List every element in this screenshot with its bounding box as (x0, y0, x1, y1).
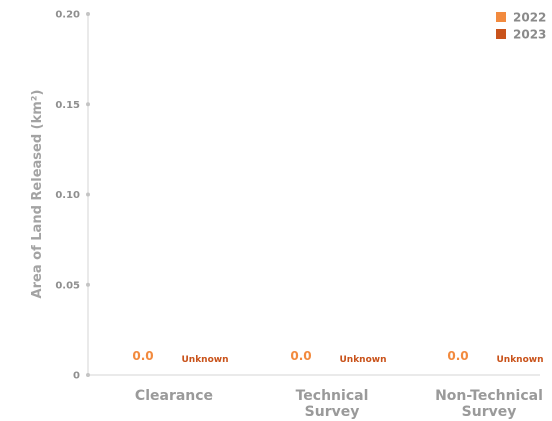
y-tick-mark (86, 192, 90, 197)
legend-label-2023: 2023 (513, 28, 546, 42)
x-category-label: Survey (462, 404, 517, 420)
y-tick-label: 0.15 (55, 100, 80, 111)
legend-swatch-2022 (496, 12, 506, 22)
y-tick-label: 0 (73, 371, 80, 382)
y-tick-label: 0.05 (55, 280, 80, 291)
x-category-label: Non-Technical (435, 388, 543, 404)
y-axis-title: Area of Land Released (km²) (30, 90, 45, 299)
x-category-label: Technical (296, 388, 369, 404)
data-label-2023: Unknown (339, 355, 386, 365)
data-label-2022: 0.0 (447, 349, 468, 363)
legend: 2022 2023 (496, 11, 546, 42)
x-category-label: Clearance (135, 388, 213, 404)
x-axis-categories: Clearance TechnicalSurveyNon-TechnicalSur… (135, 388, 543, 420)
data-label-2023: Unknown (496, 355, 543, 365)
legend-label-2022: 2022 (513, 11, 546, 25)
y-tick-label: 0.10 (55, 190, 80, 201)
y-tick-mark (86, 282, 90, 287)
data-labels: 0.0 Unknown 0.0 Unknown 0.0 Unknown (132, 349, 543, 365)
data-label-2023: Unknown (181, 355, 228, 365)
y-tick-mark (86, 373, 90, 377)
y-tick-label: 0.20 (55, 10, 80, 21)
y-axis: 0 0.05 0.10 0.15 0.20 (55, 10, 540, 382)
data-label-2022: 0.0 (290, 349, 311, 363)
x-category-label: Survey (305, 404, 360, 420)
y-tick-mark (86, 102, 90, 107)
y-tick-mark (86, 12, 90, 16)
y-axis-label-group: Area of Land Released (km²) (30, 90, 45, 299)
data-label-2022: 0.0 (132, 349, 153, 363)
legend-swatch-2023 (496, 29, 506, 39)
